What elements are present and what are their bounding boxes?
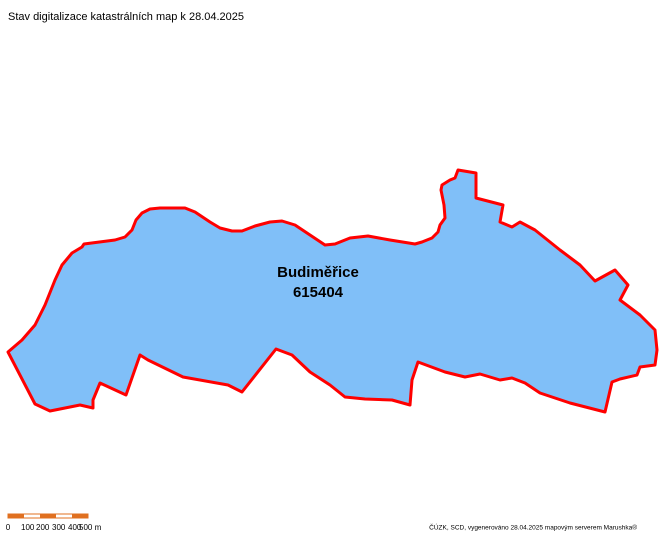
scale-label: 400 <box>68 523 82 532</box>
scale-segment <box>8 514 24 518</box>
scale-label: 300 <box>52 523 66 532</box>
area-name: Budiměřice <box>277 264 359 281</box>
scale-label: 100 <box>21 523 35 532</box>
scale-segment <box>40 514 56 518</box>
scale-label: 500 m <box>79 523 102 532</box>
map-credit: ČÚZK, SCD, vygenerováno 28.04.2025 mapov… <box>429 523 637 532</box>
cadastral-area <box>6 168 659 414</box>
scale-bar <box>7 513 89 519</box>
area-code: 615404 <box>293 284 344 301</box>
scale-segment <box>72 514 88 518</box>
map-title: Stav digitalizace katastrálních map k 28… <box>8 11 244 23</box>
scale-label: 0 <box>6 523 11 532</box>
scale-label: 200 <box>36 523 50 532</box>
